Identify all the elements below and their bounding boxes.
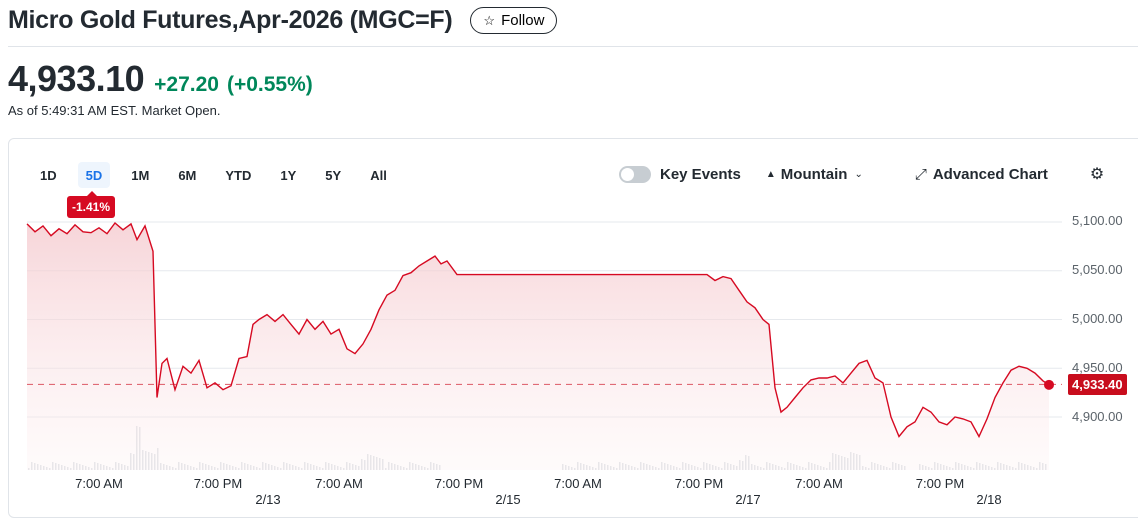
x-tick: 7:00 AM bbox=[315, 476, 363, 491]
date-label: 2/18 bbox=[976, 492, 1002, 507]
page-header: Micro Gold Futures,Apr-2026 (MGC=F) ☆ Fo… bbox=[8, 6, 558, 35]
x-tick: 7:00 AM bbox=[75, 476, 123, 491]
y-tick: 4,900.00 bbox=[1072, 409, 1123, 424]
expand-icon: ⤢ bbox=[914, 165, 927, 183]
y-tick: 4,950.00 bbox=[1072, 360, 1123, 375]
tab-5d[interactable]: 5D bbox=[77, 162, 111, 188]
as-of-timestamp: As of 5:49:31 AM EST. Market Open. bbox=[8, 103, 221, 118]
current-point-marker bbox=[1044, 379, 1054, 390]
tab-ytd[interactable]: YTD bbox=[225, 167, 252, 183]
current-value-label: 4,933.40 bbox=[1068, 374, 1127, 395]
price-area bbox=[27, 223, 1049, 470]
quote-summary: 4,933.10 +27.20 (+0.55%) bbox=[8, 58, 313, 100]
header-divider bbox=[8, 46, 1138, 47]
y-tick: 5,000.00 bbox=[1072, 311, 1123, 326]
date-label: 2/17 bbox=[735, 492, 761, 507]
tab-1d[interactable]: 1D bbox=[40, 167, 57, 183]
follow-button[interactable]: ☆ Follow bbox=[470, 7, 558, 34]
tab-1m[interactable]: 1M bbox=[131, 167, 150, 183]
date-label: 2/13 bbox=[255, 492, 281, 507]
settings-button[interactable]: ⚙ bbox=[1090, 164, 1104, 184]
advanced-chart-button[interactable]: ⤢ Advanced Chart bbox=[915, 166, 1048, 183]
advanced-chart-label: Advanced Chart bbox=[932, 165, 1048, 183]
price-change-percent: (+0.55%) bbox=[226, 73, 313, 96]
x-tick: 7:00 PM bbox=[193, 476, 243, 491]
y-tick: 5,100.00 bbox=[1072, 213, 1123, 228]
key-events-label: Key Events bbox=[660, 165, 741, 183]
tab-6m[interactable]: 6M bbox=[178, 167, 197, 183]
x-tick: 7:00 PM bbox=[915, 476, 965, 491]
key-events-toggle[interactable]: Key Events bbox=[619, 165, 741, 183]
chart-type-dropdown[interactable]: ▲ Mountain ⌄ bbox=[766, 166, 863, 183]
chart-tools: Key Events ▲ Mountain ⌄ ⤢ Advanced Chart… bbox=[619, 164, 1104, 184]
gear-icon: ⚙ bbox=[1089, 166, 1105, 183]
date-label: 2/15 bbox=[495, 492, 521, 507]
page-title: Micro Gold Futures,Apr-2026 (MGC=F) bbox=[8, 6, 453, 34]
x-tick: 7:00 PM bbox=[434, 476, 484, 491]
mountain-icon: ▲ bbox=[765, 168, 776, 180]
tab-all[interactable]: All bbox=[370, 167, 387, 183]
tab-1y[interactable]: 1Y bbox=[280, 167, 297, 183]
toggle-switch[interactable] bbox=[619, 165, 651, 183]
chevron-down-icon: ⌄ bbox=[854, 168, 863, 180]
x-tick: 7:00 AM bbox=[795, 476, 843, 491]
y-tick: 5,050.00 bbox=[1072, 262, 1123, 277]
current-price: 4,933.10 bbox=[8, 58, 145, 99]
x-tick: 7:00 AM bbox=[554, 476, 602, 491]
chart-type-label: Mountain bbox=[780, 165, 848, 183]
price-line bbox=[26, 221, 1050, 439]
range-tabs: 1D 5D 1M 6M YTD 1Y 5Y All bbox=[32, 162, 408, 188]
range-change-badge: -1.41% bbox=[67, 191, 116, 218]
star-icon: ☆ bbox=[483, 12, 496, 28]
x-tick: 7:00 PM bbox=[674, 476, 724, 491]
tab-5y[interactable]: 5Y bbox=[325, 167, 342, 183]
price-change: +27.20 bbox=[154, 73, 219, 96]
follow-label: Follow bbox=[501, 12, 545, 29]
